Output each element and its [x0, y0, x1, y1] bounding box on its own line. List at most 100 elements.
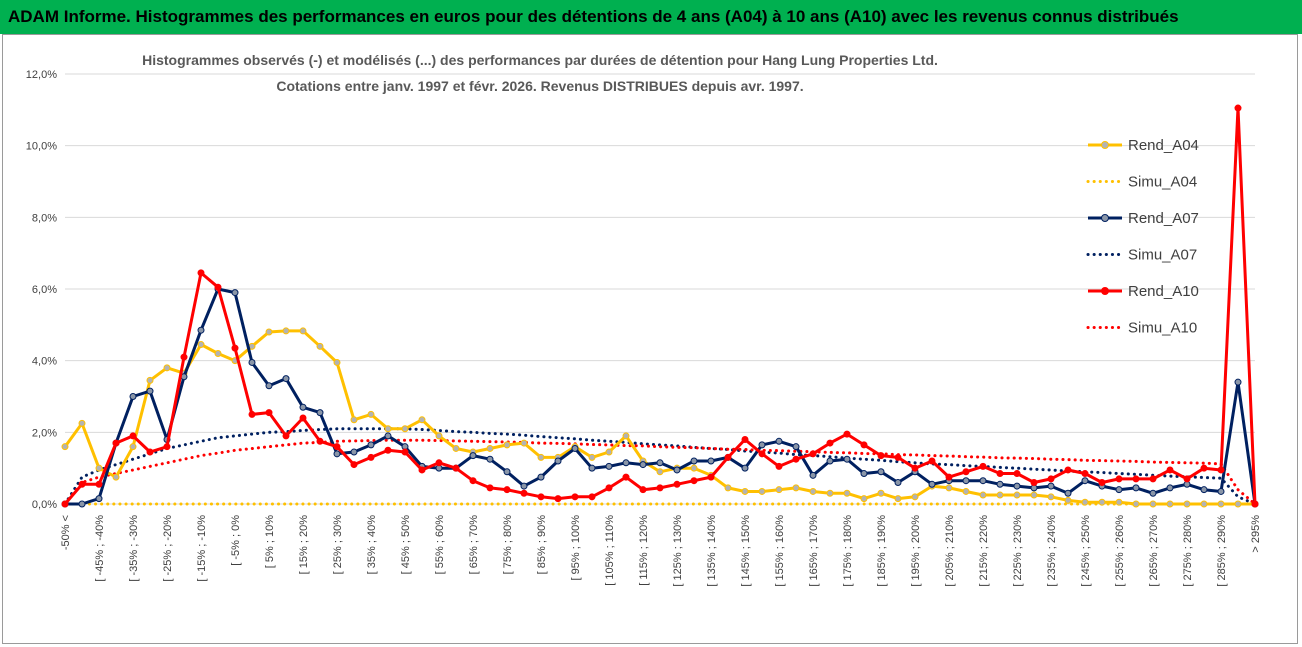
data-point	[724, 484, 732, 492]
y-axis: 0,0% 2,0% 4,0% 6,0% 8,0% 10,0% 12,0%	[26, 69, 57, 511]
x-tick-label: [ 185% ; 190%	[876, 515, 888, 587]
x-tick-label: [ 95% ; 100%	[570, 515, 582, 581]
legend-marker	[1101, 214, 1109, 222]
data-point	[894, 453, 902, 461]
data-point	[384, 425, 392, 433]
data-point	[656, 468, 664, 476]
data-point	[129, 432, 137, 440]
data-point	[571, 493, 579, 501]
x-tick-label: [ 45% ; 50%	[400, 515, 412, 575]
x-tick-label: [ 215% ; 220%	[978, 515, 990, 587]
x-tick-label: [ 195% ; 200%	[910, 515, 922, 587]
data-point	[792, 455, 800, 463]
legend-item: Rend_A04	[1088, 137, 1199, 154]
x-tick-label: [ 65% ; 70%	[468, 515, 480, 575]
x-tick-label: [ 155% ; 160%	[774, 515, 786, 587]
data-point	[401, 425, 409, 433]
data-point	[1115, 475, 1123, 483]
data-point	[350, 448, 358, 456]
data-point	[877, 452, 885, 460]
data-point	[1200, 500, 1208, 508]
legend-label: Rend_A04	[1128, 137, 1199, 154]
data-point	[962, 477, 970, 485]
data-point	[1064, 466, 1072, 474]
x-tick-label: [ 115% ; 120%	[638, 515, 650, 586]
data-point	[690, 464, 698, 472]
x-tick-label: [ 105% ; 110%	[604, 515, 616, 586]
series-line	[63, 427, 1257, 506]
chart-title: Histogrammes observés (-) et modélisés (…	[142, 52, 938, 68]
x-tick-label: [ -5% ; 0%	[230, 515, 242, 566]
data-point	[469, 477, 477, 485]
data-point	[588, 453, 596, 461]
data-point	[554, 495, 562, 503]
data-point	[1064, 496, 1072, 504]
data-point	[163, 443, 171, 451]
data-point	[316, 437, 324, 445]
data-point	[775, 462, 783, 470]
x-tick-label: [ 205% ; 210%	[944, 515, 956, 587]
series-rend-a10	[61, 104, 1259, 508]
data-point	[248, 358, 256, 366]
data-point	[1251, 500, 1259, 508]
y-tick-label: 12,0%	[26, 69, 57, 81]
data-point	[605, 448, 613, 456]
legend-label: Rend_A07	[1128, 210, 1199, 227]
data-point	[792, 443, 800, 451]
data-point	[1013, 491, 1021, 499]
data-point	[299, 414, 307, 422]
data-point	[996, 470, 1004, 478]
data-point	[1149, 489, 1157, 497]
data-point	[1047, 475, 1055, 483]
data-point	[1234, 378, 1242, 386]
data-point	[435, 432, 443, 440]
x-tick-label: [ -15% ; -10%	[196, 515, 208, 582]
data-point	[860, 495, 868, 503]
data-point	[520, 489, 528, 497]
data-point	[197, 341, 205, 349]
data-point	[656, 484, 664, 492]
data-point	[129, 443, 137, 451]
gridlines	[65, 73, 1255, 505]
data-point	[996, 480, 1004, 488]
data-point	[1098, 479, 1106, 486]
data-point	[401, 448, 409, 456]
data-point	[333, 450, 341, 458]
data-point	[843, 430, 851, 438]
data-point	[1234, 500, 1242, 508]
data-point	[673, 466, 681, 474]
data-point	[78, 480, 86, 488]
data-point	[61, 500, 69, 508]
data-point	[452, 464, 460, 472]
data-point	[826, 489, 834, 497]
data-point	[639, 461, 647, 469]
data-point	[1047, 493, 1055, 501]
x-tick-label: [ 35% ; 40%	[366, 515, 378, 575]
data-point	[1132, 484, 1140, 492]
data-point	[333, 443, 341, 451]
data-point	[537, 493, 545, 501]
x-tick-label: [ -25% ; -20%	[162, 515, 174, 582]
data-point	[367, 441, 375, 449]
x-tick-label: [ -45% ; -40%	[94, 515, 106, 582]
data-point	[333, 358, 341, 366]
data-point	[639, 486, 647, 494]
data-point	[894, 495, 902, 503]
data-point	[741, 464, 749, 472]
data-point	[877, 489, 885, 497]
data-point	[486, 444, 494, 452]
data-point	[520, 482, 528, 490]
data-point	[1115, 486, 1123, 494]
series-rend-a07	[61, 285, 1259, 508]
data-point	[1081, 470, 1089, 478]
data-point	[282, 432, 290, 440]
data-point	[809, 450, 817, 458]
legend-item: Rend_A07	[1088, 210, 1199, 227]
data-point	[622, 473, 630, 481]
data-point	[979, 491, 987, 499]
data-point	[1081, 498, 1089, 506]
legend-label: Rend_A10	[1128, 283, 1199, 300]
data-point	[775, 437, 783, 445]
legend-item: Rend_A10	[1088, 283, 1199, 300]
data-point	[571, 444, 579, 452]
